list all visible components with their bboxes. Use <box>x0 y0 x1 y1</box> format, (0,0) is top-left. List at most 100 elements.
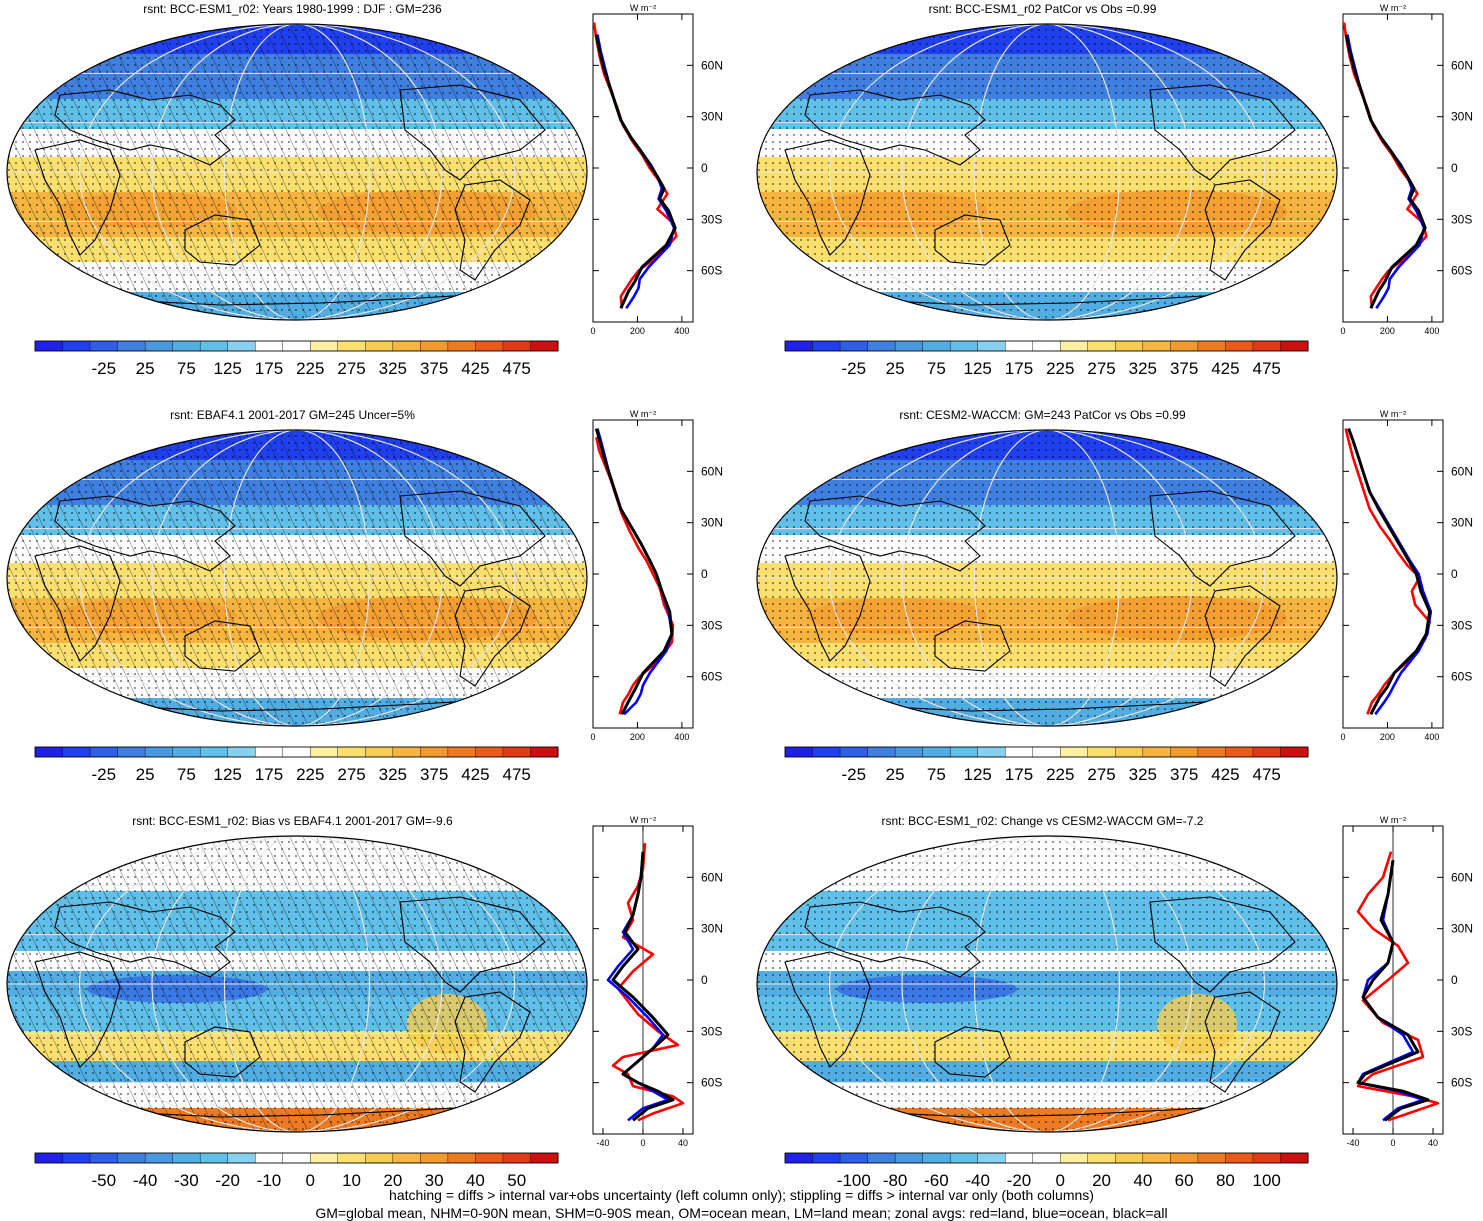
colorbar-tick-label: -100 <box>837 1171 871 1190</box>
colorbar-tick-label: 40 <box>466 1171 485 1190</box>
colorbar-tick-label: 475 <box>1253 765 1281 784</box>
panel-title: rsnt: CESM2-WACCM: GM=243 PatCor vs Obs … <box>899 408 1186 422</box>
colorbar-tick-label: 60 <box>1175 1171 1194 1190</box>
lat-label: 60S <box>701 670 722 684</box>
colorbar-swatch <box>1252 746 1281 758</box>
colorbar-tick-label: 475 <box>503 359 531 378</box>
colorbar-swatch <box>365 1152 394 1164</box>
lat-label: 60S <box>1451 1076 1472 1090</box>
colorbar-swatch <box>365 340 394 352</box>
colorbar-swatch <box>977 746 1006 758</box>
x-tick-label: 400 <box>1424 732 1439 742</box>
zonal-units: W m⁻² <box>630 815 656 825</box>
colorbar-swatch <box>949 340 979 352</box>
colorbar-swatch <box>310 340 339 352</box>
colorbar-swatch <box>475 746 504 758</box>
colorbar-swatch <box>502 746 531 758</box>
x-tick-label: 40 <box>1428 1138 1438 1148</box>
colorbar: -50 -40 -30 -20 -10 0 10 20 30 40 50 <box>34 1152 559 1190</box>
colorbar-swatch <box>1005 1152 1034 1164</box>
colorbar-tick-label: 20 <box>383 1171 402 1190</box>
colorbar-tick-label: 425 <box>1211 359 1239 378</box>
colorbar-swatch <box>117 340 146 352</box>
lat-label: 30N <box>701 110 723 124</box>
map-field <box>7 24 587 320</box>
colorbar-tick-label: 225 <box>1046 765 1074 784</box>
colorbar-swatch <box>1197 340 1226 352</box>
colorbar-tick-label: 175 <box>255 765 283 784</box>
colorbar-swatch <box>784 746 814 758</box>
colorbar-tick-label: 325 <box>379 765 407 784</box>
zonal-frame <box>1342 13 1444 323</box>
map-field <box>757 836 1337 1132</box>
colorbar-swatch <box>530 1152 559 1164</box>
colorbar-tick-label: 325 <box>379 359 407 378</box>
zonal-series-all <box>594 34 677 309</box>
colorbar-swatch <box>62 1152 91 1164</box>
colorbar-swatch <box>89 746 119 758</box>
colorbar-swatch <box>227 1152 256 1164</box>
colorbar-swatch <box>310 1152 339 1164</box>
panel-graphics: -25 25 75 125 175 225 275 325 375 425 475 0 200 400 W … <box>6 3 723 378</box>
colorbar-tick-label: 125 <box>213 765 241 784</box>
colorbar-swatch <box>475 1152 504 1164</box>
colorbar: -25 25 75 125 175 225 275 325 375 425 475 <box>34 746 559 784</box>
map-border <box>6 23 588 321</box>
colorbar-swatch <box>530 746 559 758</box>
lat-label: 0 <box>701 161 708 175</box>
colorbar-swatch <box>255 1152 284 1164</box>
colorbar-tick-label: 425 <box>461 359 489 378</box>
colorbar-tick-label: 275 <box>337 359 365 378</box>
colorbar-swatch <box>392 340 421 352</box>
panel-graphics: -25 25 75 125 175 225 275 325 375 425 475 0 200 400 W … <box>756 3 1473 378</box>
colorbar-swatch <box>784 1152 814 1164</box>
map-border <box>756 835 1338 1133</box>
panel-graphics: -100 -80 -60 -40 -20 0 20 40 60 80 100 -40 0 40 W m⁻² 6… <box>756 815 1473 1190</box>
lat-label: 30S <box>1451 618 1472 632</box>
colorbar-tick-label: 275 <box>1087 765 1115 784</box>
lat-label: 30S <box>701 212 722 226</box>
colorbar-tick-label: 40 <box>1133 1171 1152 1190</box>
lat-label: 60N <box>1451 870 1473 884</box>
lat-label: 60N <box>1451 464 1473 478</box>
colorbar-tick-label: 375 <box>1170 359 1198 378</box>
colorbar-swatch <box>977 1152 1006 1164</box>
colorbar-swatch <box>117 1152 146 1164</box>
colorbar-tick-label: 20 <box>1092 1171 1111 1190</box>
colorbar-swatch <box>1087 1152 1116 1164</box>
graticule <box>757 836 1337 1132</box>
colorbar-tick-label: -20 <box>1007 1171 1032 1190</box>
panel-change-vs-cesm2: rsnt: BCC-ESM1_r02: Change vs CESM2-WACC… <box>750 812 1473 1214</box>
colorbar-swatch <box>1060 1152 1089 1164</box>
footer-note-hatching: hatching = diffs > internal var+obs unce… <box>389 1187 1094 1203</box>
colorbar-tick-label: 125 <box>963 765 991 784</box>
zonal-units: W m⁻² <box>1380 815 1406 825</box>
colorbar-swatch <box>1032 1152 1061 1164</box>
colorbar-frame <box>34 746 559 758</box>
colorbar-tick-label: 80 <box>1216 1171 1235 1190</box>
colorbar-tick-label: 75 <box>927 765 946 784</box>
panel-graphics: -25 25 75 125 175 225 275 325 375 425 475 0 200 400 W … <box>6 409 723 784</box>
colorbar-tick-label: 275 <box>1087 359 1115 378</box>
colorbar-swatch <box>89 340 119 352</box>
colorbar-tick-label: 25 <box>886 765 905 784</box>
map-border <box>6 429 588 727</box>
colorbar-tick-label: 325 <box>1129 765 1157 784</box>
x-tick-label: 400 <box>674 326 689 336</box>
colorbar-tick-label: 0 <box>306 1171 315 1190</box>
panel-ebaf-observations: rsnt: EBAF4.1 2001-2017 GM=245 Uncer=5% … <box>0 406 723 808</box>
colorbar-swatch <box>227 746 256 758</box>
map-border <box>756 23 1338 321</box>
colorbar-tick-label: -30 <box>174 1171 199 1190</box>
colorbar-swatch <box>1115 340 1144 352</box>
colorbar-tick-label: 275 <box>337 765 365 784</box>
lat-label: 60S <box>701 264 722 278</box>
zonal-mean-plot: 0 200 400 W m⁻² 60N 30N 0 30S 60S <box>590 3 723 336</box>
colorbar-tick-label: 325 <box>1129 359 1157 378</box>
colorbar-tick-label: -20 <box>215 1171 240 1190</box>
colorbar-tick-label: -60 <box>924 1171 949 1190</box>
colorbar-swatch <box>839 746 869 758</box>
colorbar-swatch <box>1115 746 1144 758</box>
map-field <box>7 836 587 1132</box>
colorbar-swatch <box>62 340 91 352</box>
